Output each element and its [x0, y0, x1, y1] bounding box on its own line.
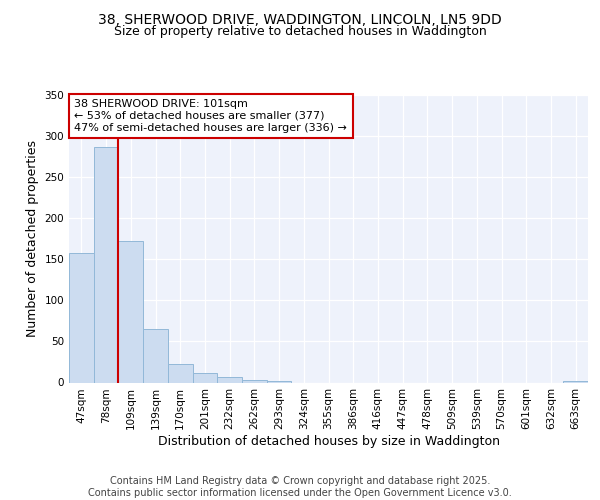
Bar — [94, 147, 118, 382]
Text: Size of property relative to detached houses in Waddington: Size of property relative to detached ho… — [113, 25, 487, 38]
Bar — [69, 252, 94, 382]
Bar — [168, 364, 193, 382]
Bar — [217, 377, 242, 382]
Text: 38, SHERWOOD DRIVE, WADDINGTON, LINCOLN, LN5 9DD: 38, SHERWOOD DRIVE, WADDINGTON, LINCOLN,… — [98, 12, 502, 26]
Text: Contains HM Land Registry data © Crown copyright and database right 2025.
Contai: Contains HM Land Registry data © Crown c… — [88, 476, 512, 498]
Bar — [242, 380, 267, 382]
Y-axis label: Number of detached properties: Number of detached properties — [26, 140, 39, 337]
Bar — [118, 241, 143, 382]
Text: 38 SHERWOOD DRIVE: 101sqm
← 53% of detached houses are smaller (377)
47% of semi: 38 SHERWOOD DRIVE: 101sqm ← 53% of detac… — [74, 100, 347, 132]
Bar — [563, 381, 588, 382]
Bar — [143, 329, 168, 382]
X-axis label: Distribution of detached houses by size in Waddington: Distribution of detached houses by size … — [157, 435, 499, 448]
Bar — [267, 381, 292, 382]
Bar — [193, 374, 217, 382]
